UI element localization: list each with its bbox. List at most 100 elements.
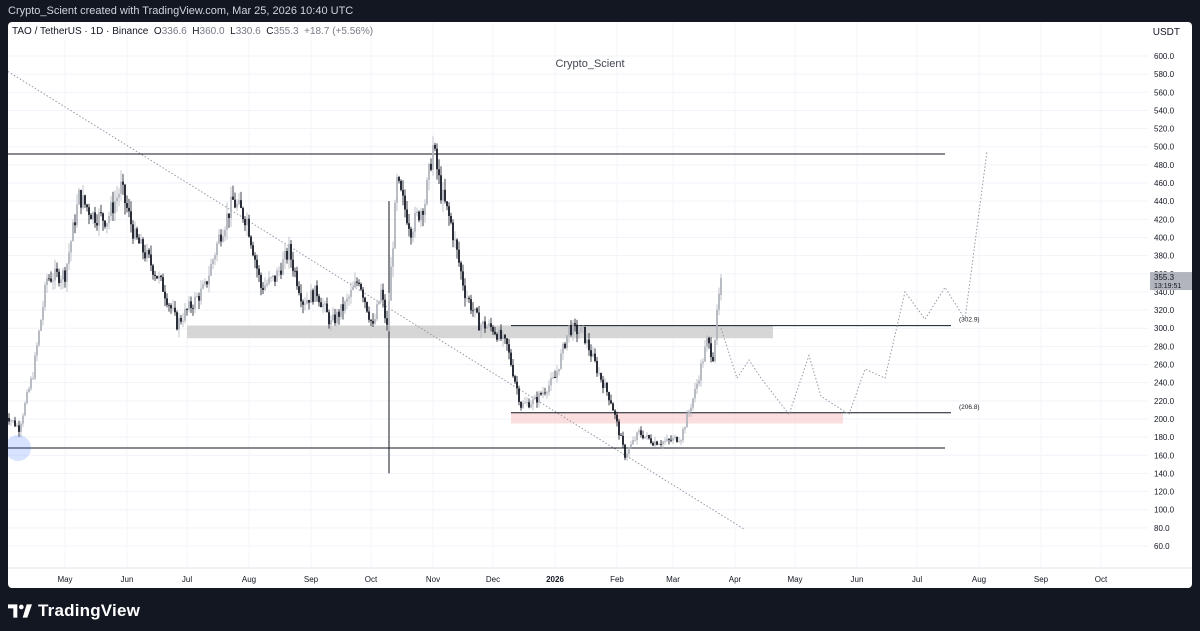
candle-body — [68, 252, 70, 264]
candle-body — [200, 288, 202, 301]
candle-body — [606, 382, 608, 393]
candle-body — [240, 200, 242, 209]
candle-body — [674, 436, 676, 439]
candle-body — [60, 279, 62, 284]
symbol-legend: TAO / TetherUS · 1D · Binance O336.6 H36… — [12, 26, 373, 37]
candle-body — [514, 376, 516, 382]
candle-body — [244, 219, 246, 226]
candle-body — [532, 399, 534, 405]
candle-body — [592, 353, 594, 357]
candle-body — [404, 195, 406, 210]
candle-body — [550, 377, 552, 386]
candle-body — [490, 323, 492, 327]
candle-body — [426, 179, 428, 205]
candle-body — [630, 444, 632, 448]
candle-body — [420, 210, 422, 221]
candle-body — [312, 290, 314, 302]
candle-body — [284, 250, 286, 260]
candle-body — [348, 296, 350, 299]
candle-body — [34, 355, 36, 379]
low-value: 330.6 — [235, 26, 261, 37]
candle-body — [562, 343, 564, 354]
candle-body — [8, 417, 10, 422]
candle-body — [608, 392, 610, 401]
candle-body — [642, 434, 644, 439]
candle-body — [184, 309, 186, 321]
candle-body — [384, 299, 386, 319]
candle-body — [676, 436, 678, 442]
x-tick-label: Dec — [486, 575, 500, 584]
candle-body — [504, 334, 506, 339]
candle-body — [598, 373, 600, 374]
candle-body — [568, 325, 570, 336]
candle-body — [560, 353, 562, 369]
candle-body — [584, 326, 586, 344]
x-tick-label: Oct — [365, 575, 378, 584]
candle-body — [112, 202, 114, 214]
candle-body — [52, 280, 54, 282]
candle-body — [660, 444, 662, 445]
candle-body — [270, 277, 272, 279]
screenshot-header: Crypto_Scient created with TradingView.c… — [0, 0, 1200, 22]
candle-body — [450, 215, 452, 223]
candle-body — [570, 325, 572, 336]
candle-body — [326, 303, 328, 313]
candle-body — [604, 382, 606, 388]
candle-body — [334, 314, 336, 324]
candle-body — [144, 252, 146, 259]
chart-panel[interactable]: 60.0 80.0 100.0 120.0 140.0 160.0 180.0 200.0 22… — [8, 22, 1192, 588]
candle-body — [214, 255, 216, 260]
candle-body — [314, 285, 316, 302]
candle-body — [250, 236, 252, 246]
candle-body — [324, 303, 326, 305]
candle-body — [234, 199, 236, 208]
candle-body — [622, 435, 624, 445]
candle-body — [24, 403, 26, 416]
y-tick-label: 420.0 — [1154, 215, 1175, 224]
candle-body — [554, 377, 556, 379]
candle-body — [418, 211, 420, 221]
candle-body — [114, 201, 116, 214]
y-tick-label: 580.0 — [1154, 70, 1175, 79]
candle-body — [148, 249, 150, 255]
candle-body — [700, 363, 702, 381]
candle-body — [480, 324, 482, 331]
currency-label[interactable]: USDT — [1152, 27, 1180, 38]
candle-body — [110, 202, 112, 216]
candle-body — [540, 392, 542, 395]
candle-body — [452, 222, 454, 241]
candle-body — [670, 439, 672, 441]
candle-body — [494, 331, 496, 335]
candle-body — [192, 307, 194, 309]
candle-body — [424, 204, 426, 215]
level-label: (206.8) — [959, 404, 980, 411]
y-tick-label: 320.0 — [1154, 306, 1175, 315]
candle-body — [182, 320, 184, 322]
candle-body — [88, 207, 90, 215]
candle-body — [392, 248, 394, 267]
candle-body — [518, 388, 520, 402]
x-tick-label: Nov — [426, 575, 440, 584]
candle-body — [654, 441, 656, 446]
symbol-name[interactable]: TAO / TetherUS · 1D · Binance — [12, 26, 149, 37]
projection-path — [720, 151, 988, 416]
candle-body — [640, 430, 642, 435]
candle-body — [198, 296, 200, 301]
candle-body — [614, 410, 616, 415]
candle-body — [580, 327, 582, 333]
candle-body — [510, 352, 512, 366]
candle-body — [616, 414, 618, 422]
candle-body — [464, 285, 466, 299]
open-value: 336.6 — [161, 26, 187, 37]
candle-body — [672, 438, 674, 441]
candle-body — [174, 307, 176, 313]
candle-body — [714, 339, 716, 362]
candle-body — [152, 265, 154, 275]
candle-body — [212, 259, 214, 265]
candle-body — [524, 402, 526, 404]
candle-body — [204, 281, 206, 285]
price-chart[interactable]: 60.0 80.0 100.0 120.0 140.0 160.0 180.0 200.0 22… — [8, 22, 1192, 588]
candle-body — [542, 392, 544, 395]
y-tick-label: 600.0 — [1154, 52, 1175, 61]
support-zone — [511, 412, 843, 424]
